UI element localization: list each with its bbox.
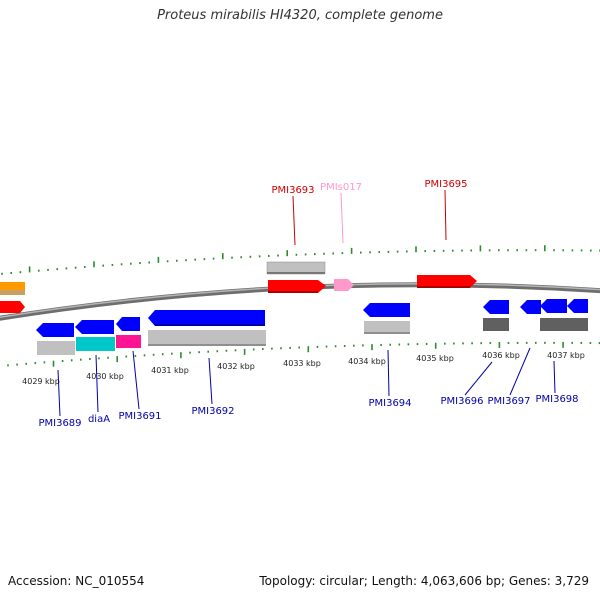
- kbp-label: 4036 kbp: [482, 351, 520, 360]
- reverse-features: [36, 299, 588, 355]
- kbp-label: 4029 kbp: [22, 377, 60, 386]
- forward-features: [0, 261, 477, 313]
- edge-cds-arrow: [0, 301, 25, 313]
- cds-arrow-pmi3693[interactable]: [268, 280, 326, 293]
- cds-arrow-pmi3691[interactable]: [116, 317, 140, 331]
- kbp-label: 4033 kbp: [283, 359, 321, 368]
- misc-rna-arrow-pmis017[interactable]: [334, 279, 354, 291]
- cds-arrow-pmi3689[interactable]: [36, 323, 74, 337]
- cds-arrow-pmi3695[interactable]: [417, 275, 477, 288]
- outer-tick-ring: [1, 245, 600, 275]
- cds-arrow-pmi3698[interactable]: [540, 299, 567, 313]
- label-pmi3697[interactable]: PMI3697: [487, 396, 530, 407]
- label-pmi3689[interactable]: PMI3689: [38, 418, 81, 429]
- label-pmi3691[interactable]: PMI3691: [118, 411, 161, 422]
- kbp-label: 4035 kbp: [416, 354, 454, 363]
- rna-bar-pmi3691[interactable]: [116, 335, 141, 348]
- label-pmis017[interactable]: PMIs017: [320, 182, 362, 193]
- cds-arrow-pmi3697[interactable]: [520, 300, 541, 314]
- kbp-labels: 4029 kbp 4030 kbp 4031 kbp 4032 kbp 4033 kbp…: [22, 351, 585, 386]
- cds-arrow-pmi3692[interactable]: [148, 310, 265, 326]
- kbp-label: 4037 kbp: [547, 351, 585, 360]
- cds-arrow-pmi3694[interactable]: [363, 303, 410, 317]
- map-title: Proteus mirabilis HI4320, complete genom…: [157, 8, 443, 23]
- label-pmi3692[interactable]: PMI3692: [191, 406, 234, 417]
- label-diaa[interactable]: diaA: [88, 414, 110, 425]
- kbp-label: 4034 kbp: [348, 357, 386, 366]
- label-pmi3694[interactable]: PMI3694: [368, 398, 411, 409]
- label-pmi3698[interactable]: PMI3698: [535, 394, 578, 405]
- gene-bar-pmi3689[interactable]: [37, 341, 75, 355]
- inner-tick-ring: [7, 341, 600, 367]
- edge-feature-orange: [0, 282, 25, 290]
- accession-text: Accession: NC_010554: [8, 574, 145, 588]
- kbp-label: 4032 kbp: [217, 362, 255, 371]
- label-pmi3695[interactable]: PMI3695: [424, 179, 467, 190]
- topology-summary: Topology: circular; Length: 4,063,606 bp…: [259, 574, 589, 588]
- gene-bar-pmi3692[interactable]: [148, 330, 266, 346]
- rna-bar-diaa[interactable]: [76, 337, 115, 351]
- cds-arrow-edge-right: [567, 299, 588, 313]
- bottom-gene-labels: PMI3689 diaA PMI3691 PMI3692 PMI3694 PMI3696 P…: [38, 347, 579, 429]
- pseudo-bar-pmi3698[interactable]: [540, 318, 588, 331]
- pseudo-bar-pmi3696[interactable]: [483, 318, 509, 331]
- cds-arrow-pmi3696[interactable]: [483, 300, 509, 314]
- gene-bar-pmi3694[interactable]: [364, 321, 410, 334]
- label-pmi3696[interactable]: PMI3696: [440, 396, 483, 407]
- label-pmi3693[interactable]: PMI3693: [271, 185, 314, 196]
- kbp-label: 4031 kbp: [151, 366, 189, 375]
- top-gene-labels: PMI3693 PMIs017 PMI3695: [271, 179, 468, 246]
- kbp-label: 4030 kbp: [86, 372, 124, 381]
- cds-arrow-diaa[interactable]: [75, 320, 114, 334]
